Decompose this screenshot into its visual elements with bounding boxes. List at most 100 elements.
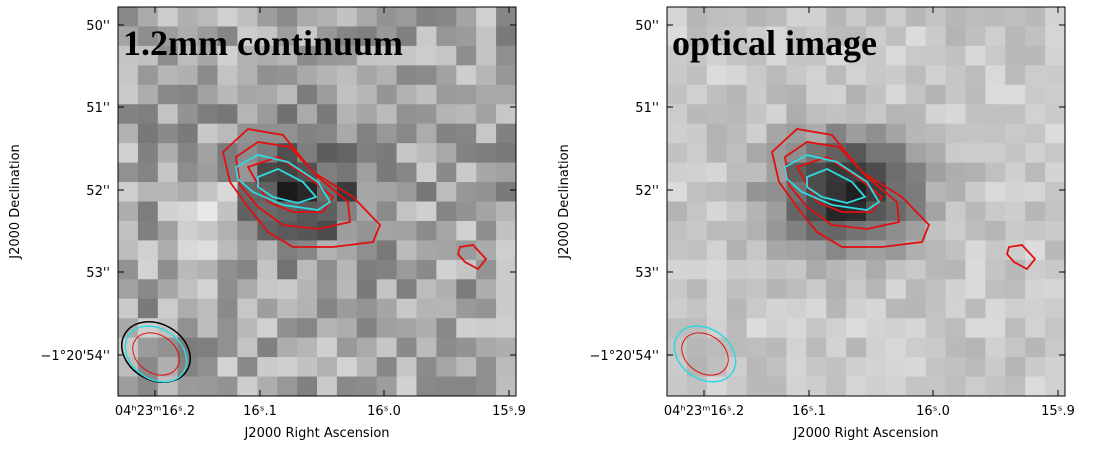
image-pixel: [826, 298, 847, 319]
image-pixel: [317, 337, 338, 358]
image-pixel: [496, 240, 517, 261]
image-pixel: [706, 201, 728, 222]
image-pixel: [746, 26, 767, 47]
image-pixel: [905, 84, 927, 105]
image-pixel: [456, 84, 477, 105]
image-pixel: [806, 357, 827, 378]
image-pixel: [846, 84, 867, 105]
image-pixel: [257, 279, 278, 300]
image-pixel: [456, 7, 477, 27]
image-pixel: [496, 337, 517, 358]
image-pixel: [376, 298, 398, 319]
image-pixel: [257, 318, 278, 339]
image-pixel: [257, 337, 278, 358]
image-pixel: [985, 259, 1006, 280]
image-pixel: [317, 220, 338, 241]
image-pixel: [985, 240, 1006, 261]
image-pixel: [885, 318, 907, 339]
image-pixel: [118, 201, 139, 222]
image-pixel: [277, 65, 298, 86]
image-pixel: [925, 143, 947, 164]
image-pixel: [356, 45, 378, 66]
image-pixel: [826, 45, 847, 66]
image-pixel: [137, 337, 159, 358]
image-pixel: [945, 201, 966, 222]
image-pixel: [885, 337, 907, 358]
image-pixel: [726, 318, 748, 339]
image-pixel: [237, 279, 258, 300]
image-pixel: [217, 65, 238, 86]
image-pixel: [257, 357, 278, 378]
image-pixel: [846, 182, 867, 202]
image-pixel: [706, 220, 728, 241]
image-pixel: [925, 279, 947, 300]
image-pixel: [985, 84, 1006, 105]
image-pixel: [137, 298, 159, 319]
image-pixel: [356, 279, 378, 300]
image-pixel: [436, 240, 457, 261]
image-pixel: [118, 318, 139, 339]
image-pixel: [277, 45, 298, 66]
image-pixel: [356, 337, 378, 358]
image-pixel: [945, 318, 966, 339]
image-pixel: [885, 84, 907, 105]
image-pixel: [806, 84, 827, 105]
image-pixel: [436, 162, 457, 183]
image-pixel: [396, 337, 417, 358]
image-pixel: [356, 104, 378, 125]
image-pixel: [297, 298, 318, 319]
image-pixel: [297, 357, 318, 378]
image-pixel: [667, 84, 688, 105]
image-pixel: [376, 279, 398, 300]
image-pixel: [826, 182, 847, 202]
image-pixel: [885, 279, 907, 300]
image-pixel: [1045, 318, 1066, 339]
image-pixel: [416, 45, 437, 66]
image-pixel: [866, 123, 887, 144]
image-pixel: [806, 104, 827, 125]
image-pixel: [277, 26, 298, 47]
image-pixel: [157, 220, 179, 241]
image-pixel: [336, 26, 358, 47]
image-pixel: [965, 259, 986, 280]
image-pixel: [237, 65, 258, 86]
x-tick-label: 15ˢ.9: [1041, 404, 1075, 419]
image-pixel: [237, 162, 258, 183]
image-pixel: [985, 318, 1006, 339]
image-pixel: [766, 26, 787, 47]
y-axis-label: J2000 Declination: [8, 144, 23, 260]
image-pixel: [866, 298, 887, 319]
image-pixel: [686, 357, 708, 378]
image-pixel: [1025, 84, 1046, 105]
image-pixel: [118, 162, 139, 183]
image-pixel: [356, 84, 378, 105]
image-pixel: [217, 7, 238, 27]
image-pixel: [416, 26, 437, 47]
image-pixel: [706, 26, 728, 47]
image-pixel: [416, 201, 437, 222]
image-pixel: [476, 220, 497, 241]
image-pixel: [706, 45, 728, 66]
image-pixel: [197, 84, 218, 105]
image-pixel: [157, 123, 179, 144]
image-pixel: [416, 357, 437, 378]
image-pixel: [985, 357, 1006, 378]
image-pixel: [726, 337, 748, 358]
image-pixel: [706, 279, 728, 300]
image-pixel: [416, 376, 437, 397]
image-pixel: [866, 259, 887, 280]
image-pixel: [965, 84, 986, 105]
image-pixel: [376, 259, 398, 280]
image-pixel: [237, 259, 258, 280]
image-pixel: [137, 123, 159, 144]
image-pixel: [177, 45, 199, 66]
image-pixel: [1005, 318, 1026, 339]
image-pixel: [1045, 143, 1066, 164]
image-pixel: [476, 182, 497, 202]
image-pixel: [336, 376, 358, 397]
image-pixel: [336, 259, 358, 280]
image-pixel: [456, 123, 477, 144]
image-pixel: [396, 26, 417, 47]
y-tick-label: 53'': [86, 266, 110, 281]
image-pixel: [726, 376, 748, 397]
